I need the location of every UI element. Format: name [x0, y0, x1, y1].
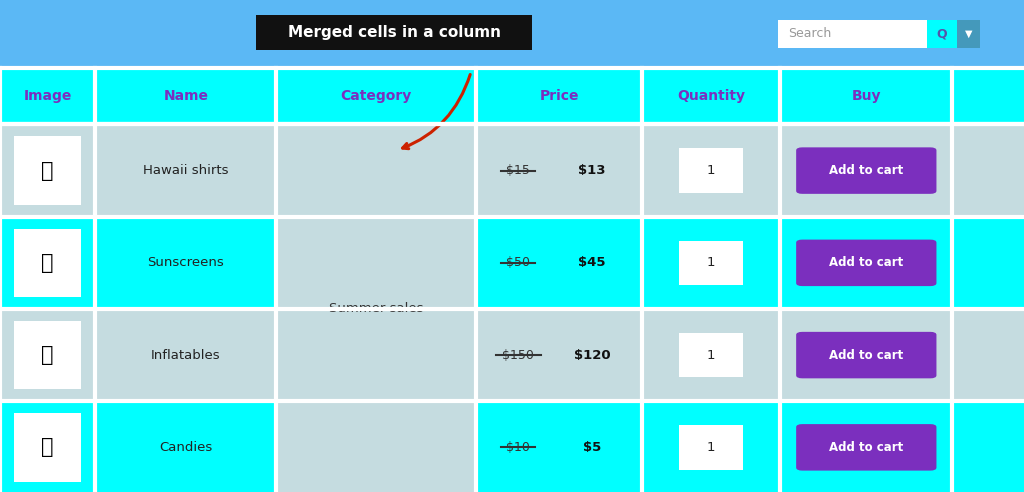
Text: $15: $15: [506, 164, 530, 177]
FancyBboxPatch shape: [797, 332, 937, 378]
Text: Add to cart: Add to cart: [829, 164, 903, 177]
Text: $45: $45: [579, 256, 605, 269]
FancyBboxPatch shape: [14, 229, 82, 297]
Text: 🖨: 🖨: [41, 345, 54, 365]
FancyBboxPatch shape: [927, 20, 957, 48]
Text: $150: $150: [502, 349, 535, 362]
FancyBboxPatch shape: [0, 0, 1024, 68]
Text: Quantity: Quantity: [677, 89, 745, 103]
Text: Price: Price: [540, 89, 579, 103]
Text: Search: Search: [788, 28, 831, 40]
FancyBboxPatch shape: [797, 424, 937, 470]
Text: $50: $50: [506, 256, 530, 269]
FancyBboxPatch shape: [14, 321, 82, 389]
Text: Buy: Buy: [852, 89, 881, 103]
FancyBboxPatch shape: [256, 15, 532, 50]
Text: Add to cart: Add to cart: [829, 349, 903, 362]
Text: Image: Image: [24, 89, 72, 103]
Text: 1: 1: [707, 349, 716, 362]
FancyBboxPatch shape: [797, 240, 937, 286]
FancyBboxPatch shape: [778, 20, 927, 48]
Text: 1: 1: [707, 441, 716, 454]
FancyBboxPatch shape: [957, 20, 980, 48]
FancyBboxPatch shape: [0, 68, 1024, 124]
Text: Candies: Candies: [159, 441, 213, 454]
FancyBboxPatch shape: [276, 124, 476, 492]
Text: Inflatables: Inflatables: [152, 349, 220, 362]
Text: 🧴: 🧴: [41, 253, 54, 273]
Text: 🍬: 🍬: [41, 437, 54, 458]
FancyBboxPatch shape: [680, 241, 743, 285]
FancyBboxPatch shape: [0, 216, 1024, 309]
FancyBboxPatch shape: [0, 401, 1024, 492]
Text: Category: Category: [341, 89, 412, 103]
FancyBboxPatch shape: [680, 333, 743, 377]
Text: Q: Q: [937, 28, 947, 40]
FancyBboxPatch shape: [0, 309, 1024, 401]
Text: Hawaii shirts: Hawaii shirts: [143, 164, 228, 177]
Text: Sunscreens: Sunscreens: [147, 256, 224, 269]
Text: 1: 1: [707, 256, 716, 269]
FancyBboxPatch shape: [0, 124, 1024, 216]
Text: $5: $5: [583, 441, 601, 454]
Text: Add to cart: Add to cart: [829, 256, 903, 269]
FancyBboxPatch shape: [680, 425, 743, 469]
Text: Merged cells in a column: Merged cells in a column: [288, 25, 501, 40]
FancyBboxPatch shape: [797, 147, 937, 194]
Text: 👕: 👕: [41, 160, 54, 181]
Text: $10: $10: [506, 441, 530, 454]
Text: Name: Name: [164, 89, 208, 103]
Text: ▼: ▼: [965, 29, 973, 39]
Text: Summer sales: Summer sales: [329, 303, 424, 315]
FancyBboxPatch shape: [14, 413, 82, 482]
Text: 1: 1: [707, 164, 716, 177]
Text: $120: $120: [573, 349, 610, 362]
Text: $13: $13: [579, 164, 605, 177]
Text: Add to cart: Add to cart: [829, 441, 903, 454]
FancyBboxPatch shape: [14, 136, 82, 205]
FancyBboxPatch shape: [680, 149, 743, 193]
